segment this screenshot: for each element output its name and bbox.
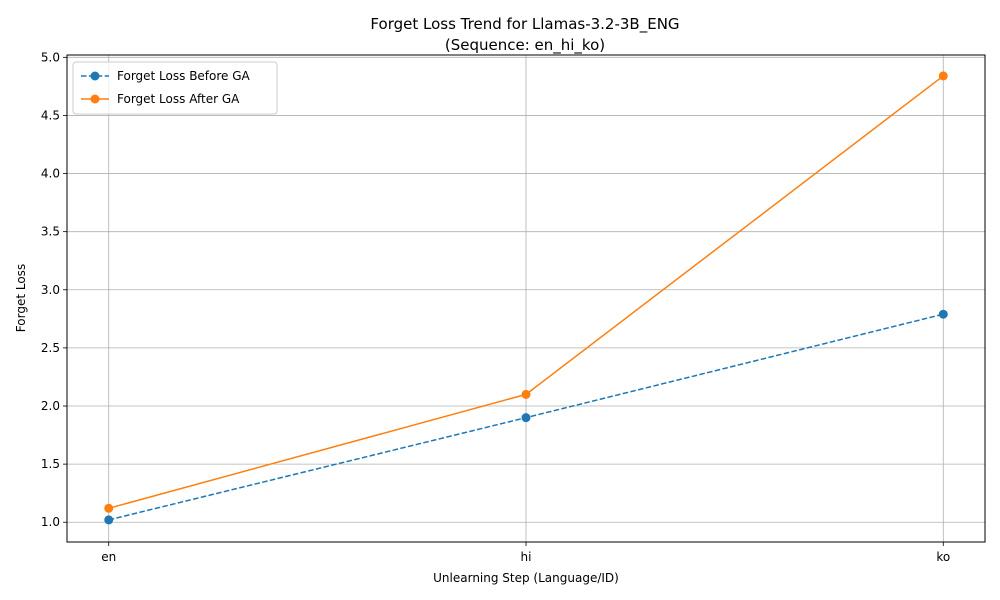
y-tick-label: 3.0 [41,283,60,297]
y-tick-label: 2.5 [41,341,60,355]
legend-marker-before-ga [90,71,100,81]
plot-frame [66,54,986,543]
y-tick-label: 1.0 [41,515,60,529]
data-point [521,413,531,423]
chart-title: Forget Loss Trend for Llamas-3.2-3B_ENG [370,15,679,34]
data-point [938,71,948,81]
data-point [104,515,114,525]
y-tick-label: 4.5 [41,108,60,122]
y-tick-label: 4.0 [41,167,60,181]
x-tick-label: en [101,550,116,564]
y-tick-label: 5.0 [41,50,60,64]
y-tick-label: 3.5 [41,225,60,239]
data-point [104,503,114,513]
legend-marker-after-ga [90,94,100,104]
y-axis-label: Forget Loss [14,264,28,332]
ticks-layer: 1.0 1.5 2.0 2.5 3.0 3.5 4.0 4.5 5.0 en hi ko [41,50,950,564]
x-axis-label: Unlearning Step (Language/ID) [433,571,619,585]
series-layer [104,71,948,525]
x-tick-label: hi [521,550,532,564]
grid-layer [67,55,985,542]
legend-box [72,61,278,115]
data-point [938,309,948,319]
legend-label-before-ga: Forget Loss Before GA [117,69,251,83]
data-point [521,389,531,399]
legend: Forget Loss Before GA Forget Loss After … [72,61,278,115]
chart-subtitle: (Sequence: en_hi_ko) [445,36,605,55]
legend-label-after-ga: Forget Loss After GA [117,92,240,106]
y-tick-label: 1.5 [41,457,60,471]
x-tick-label: ko [936,550,950,564]
y-tick-label: 2.0 [41,399,60,413]
